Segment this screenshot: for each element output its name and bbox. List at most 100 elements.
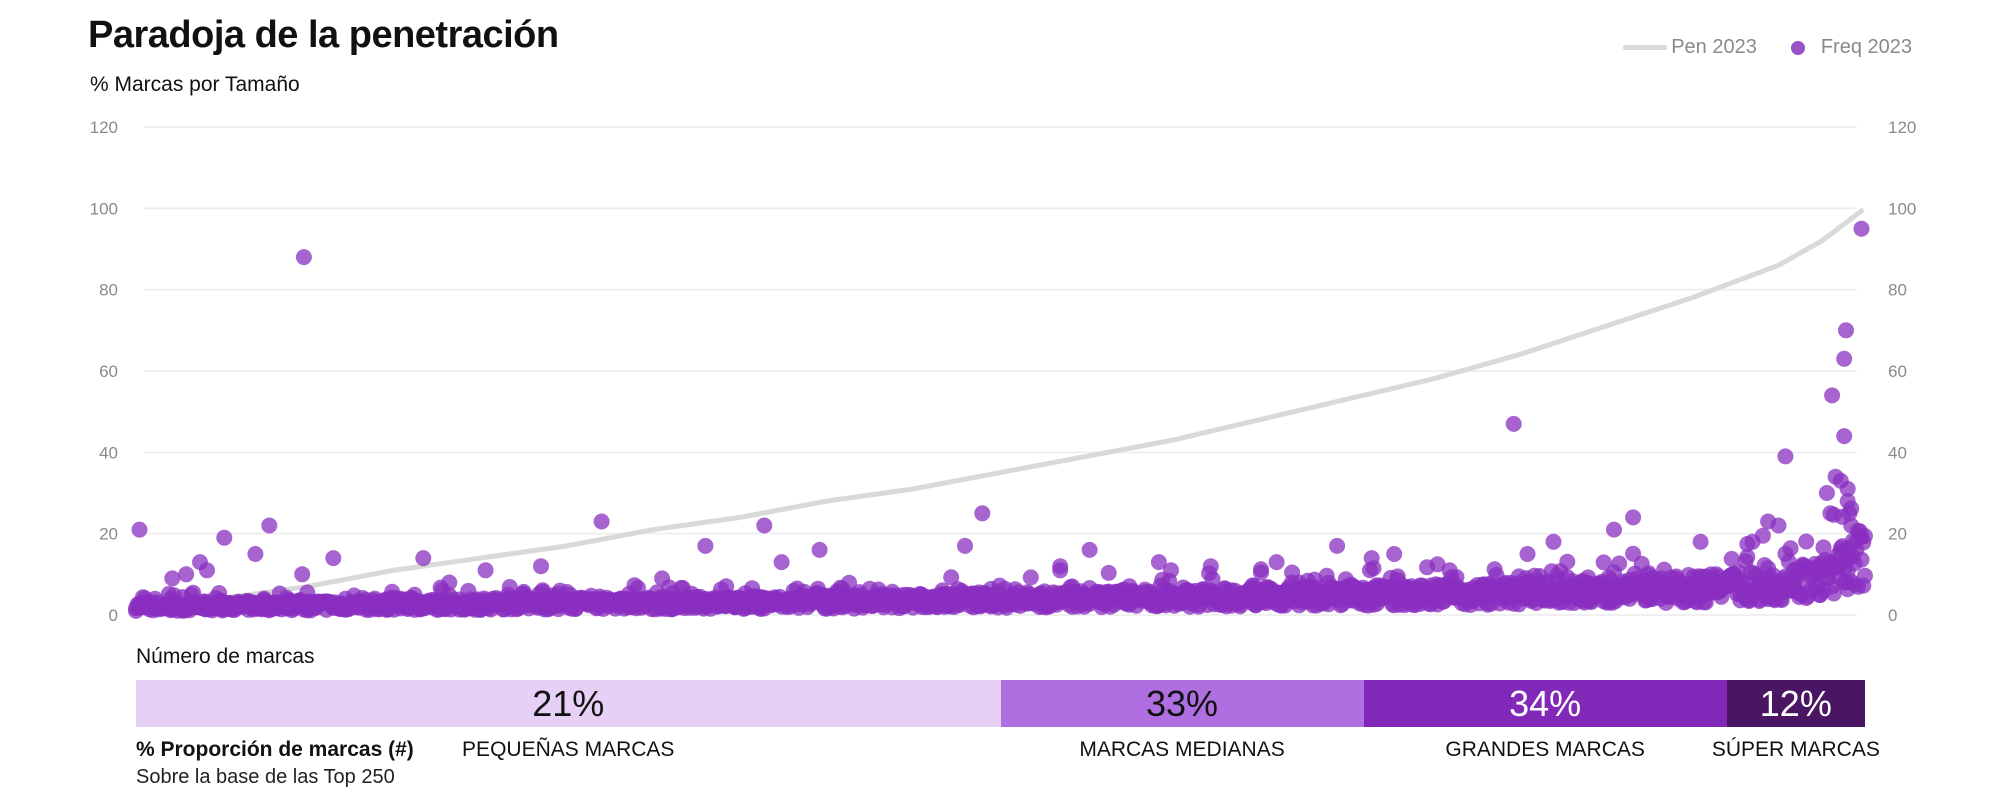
legend-label-pen: Pen 2023 bbox=[1671, 36, 1757, 58]
legend-item-pen[interactable]: Pen 2023 bbox=[1623, 36, 1757, 59]
pen-2023-line bbox=[135, 207, 1865, 614]
freq-point bbox=[1815, 539, 1832, 556]
tick-layer: 0 0 20 20 40 40 60 60 80 80 100 100 120 120 bbox=[90, 118, 1917, 625]
freq-point bbox=[1253, 564, 1269, 581]
scatter-chart: 0 0 20 20 40 40 60 60 80 80 100 100 120 120 bbox=[90, 118, 1917, 625]
freq-point bbox=[1836, 350, 1853, 367]
y-tick-label-left: 100 bbox=[90, 199, 118, 218]
dot-legend-icon bbox=[1790, 40, 1805, 55]
freq-point bbox=[1770, 517, 1787, 534]
segment-small: 21% bbox=[136, 680, 1001, 727]
freq-point bbox=[1782, 540, 1799, 557]
freq-point bbox=[974, 505, 991, 522]
y-tick-label-right: 40 bbox=[1888, 443, 1907, 462]
freq-point bbox=[1559, 553, 1576, 570]
freq-point bbox=[1595, 554, 1612, 571]
freq-point bbox=[1822, 505, 1839, 522]
freq-point bbox=[1839, 493, 1856, 510]
freq-point bbox=[1163, 562, 1179, 579]
segment-super: 12% bbox=[1726, 680, 1865, 727]
freq-point bbox=[1202, 558, 1219, 575]
freq-point bbox=[1818, 485, 1835, 501]
freq-point bbox=[164, 570, 181, 587]
y-tick-label-right: 60 bbox=[1888, 362, 1907, 381]
freq-point bbox=[1441, 562, 1458, 579]
freq-point bbox=[441, 574, 458, 591]
freq-point bbox=[1777, 448, 1794, 465]
freq-point bbox=[1081, 541, 1098, 558]
footnote-subtitle: Sobre la base de las Top 250 bbox=[136, 766, 395, 788]
freq-point bbox=[773, 554, 790, 571]
freq-point bbox=[1798, 533, 1815, 550]
freq-point bbox=[1744, 533, 1761, 550]
freq-point bbox=[1824, 387, 1841, 404]
segment-label-super: SÚPER MARCAS bbox=[1711, 738, 1880, 761]
freq-point bbox=[1204, 571, 1221, 587]
freq-point bbox=[1692, 533, 1709, 550]
freq-point bbox=[1052, 558, 1069, 575]
grid-layer bbox=[144, 126, 1857, 616]
pen-line-layer bbox=[135, 207, 1865, 614]
freq-point bbox=[1825, 585, 1842, 602]
line-legend-icon bbox=[1623, 45, 1668, 50]
freq-point bbox=[1606, 521, 1622, 538]
y-tick-label-right: 100 bbox=[1888, 199, 1916, 218]
freq-point bbox=[811, 541, 828, 558]
freq-point bbox=[654, 570, 671, 587]
freq-point bbox=[1857, 528, 1873, 544]
legend-label-freq: Freq 2023 bbox=[1820, 36, 1912, 58]
footnote-title: % Proporción de marcas (#) bbox=[136, 738, 414, 761]
freq-point bbox=[247, 546, 264, 562]
y-tick-label-left: 0 bbox=[109, 606, 118, 625]
freq-point bbox=[1268, 554, 1285, 571]
freq-point bbox=[1723, 550, 1740, 567]
page-subtitle: % Marcas por Tamaño bbox=[90, 73, 300, 96]
y-tick-label-left: 60 bbox=[99, 362, 118, 381]
segment-label-large: GRANDES MARCAS bbox=[1445, 738, 1645, 761]
segment-label-small: PEQUEÑAS MARCAS bbox=[462, 738, 675, 761]
y-tick-label-left: 120 bbox=[90, 118, 118, 137]
brand-count-title: Número de marcas bbox=[136, 645, 315, 668]
freq-point bbox=[1739, 548, 1756, 565]
y-tick-label-right: 20 bbox=[1888, 525, 1907, 544]
freq-point bbox=[1836, 428, 1853, 445]
freq-point bbox=[1150, 554, 1167, 571]
freq-point bbox=[1625, 509, 1642, 526]
freq-point bbox=[294, 566, 311, 583]
freq-point bbox=[756, 517, 773, 534]
freq-point bbox=[1100, 564, 1117, 581]
freq-point bbox=[295, 249, 312, 266]
segment-large: 34% bbox=[1363, 680, 1727, 727]
freq-point bbox=[533, 558, 549, 575]
freq-point bbox=[261, 517, 278, 534]
freq-point bbox=[178, 566, 195, 583]
freq-point bbox=[1853, 220, 1870, 237]
y-tick-label-right: 120 bbox=[1888, 118, 1916, 137]
freq-point bbox=[477, 562, 494, 579]
freq-point bbox=[943, 569, 960, 586]
freq-point bbox=[1853, 551, 1870, 568]
y-tick-label-right: 80 bbox=[1888, 281, 1907, 300]
legend-item-freq[interactable]: Freq 2023 bbox=[1790, 36, 1912, 59]
segment-medium: 33% bbox=[1000, 680, 1364, 727]
chart-legend: Pen 2023 Freq 2023 bbox=[1623, 36, 1912, 59]
freq-point bbox=[1363, 550, 1380, 567]
freq-point bbox=[1838, 322, 1854, 339]
freq-point bbox=[1857, 567, 1873, 584]
freq-point bbox=[131, 521, 148, 538]
freq-point bbox=[1022, 569, 1039, 586]
y-tick-label-left: 80 bbox=[99, 281, 118, 300]
freq-point bbox=[593, 513, 610, 530]
y-tick-label-left: 20 bbox=[99, 525, 118, 544]
freq-point bbox=[1839, 480, 1856, 497]
freq-point bbox=[1611, 555, 1628, 572]
freq-point bbox=[957, 537, 973, 554]
freq-dot-layer bbox=[128, 220, 1873, 619]
freq-point bbox=[199, 562, 215, 579]
freq-point bbox=[841, 574, 858, 591]
y-tick-label-left: 40 bbox=[99, 443, 118, 462]
freq-point bbox=[1505, 415, 1522, 432]
freq-point bbox=[325, 550, 342, 567]
segment-label-medium: MARCAS MEDIANAS bbox=[1079, 738, 1285, 761]
freq-point bbox=[1843, 517, 1860, 534]
